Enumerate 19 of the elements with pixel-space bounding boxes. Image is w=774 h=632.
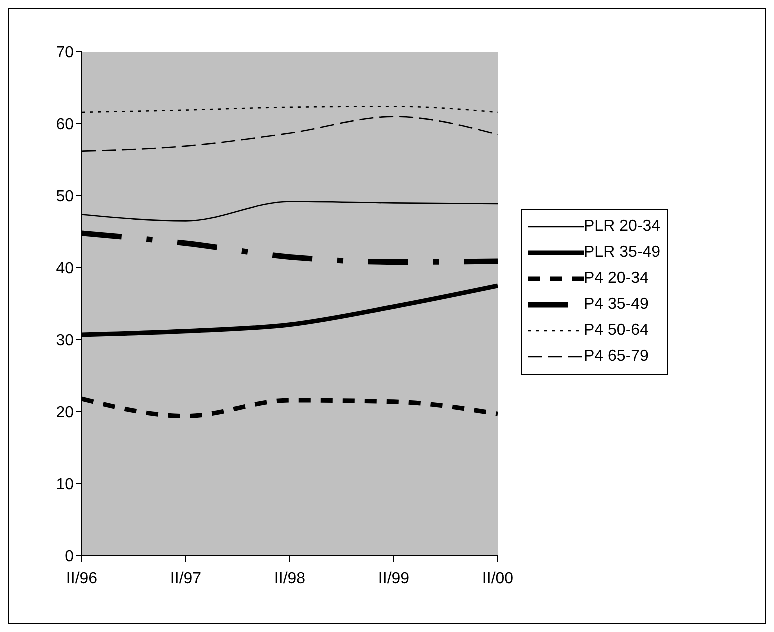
y-tick-label: 60 [56,116,74,134]
y-tick-label: 30 [56,332,74,350]
y-tick-label: 10 [56,476,74,494]
legend-label: P4 65-79 [584,348,649,366]
x-tick-label: II/99 [378,570,410,588]
legend-label: P4 20-34 [584,270,649,288]
y-tick-label: 20 [56,404,74,422]
y-tick-label: 70 [56,44,74,62]
legend-label: P4 35-49 [584,296,649,314]
legend-label: PLR 35-49 [584,244,660,262]
x-tick-label: II/98 [274,570,306,588]
x-tick-label: II/96 [66,570,98,588]
y-tick-label: 0 [65,548,74,566]
legend-label: P4 50-64 [584,322,649,340]
y-tick-label: 40 [56,260,74,278]
legend-label: PLR 20-34 [584,218,660,236]
x-tick-label: II/00 [482,570,514,588]
x-tick-label: II/97 [170,570,202,588]
y-tick-label: 50 [56,188,74,206]
